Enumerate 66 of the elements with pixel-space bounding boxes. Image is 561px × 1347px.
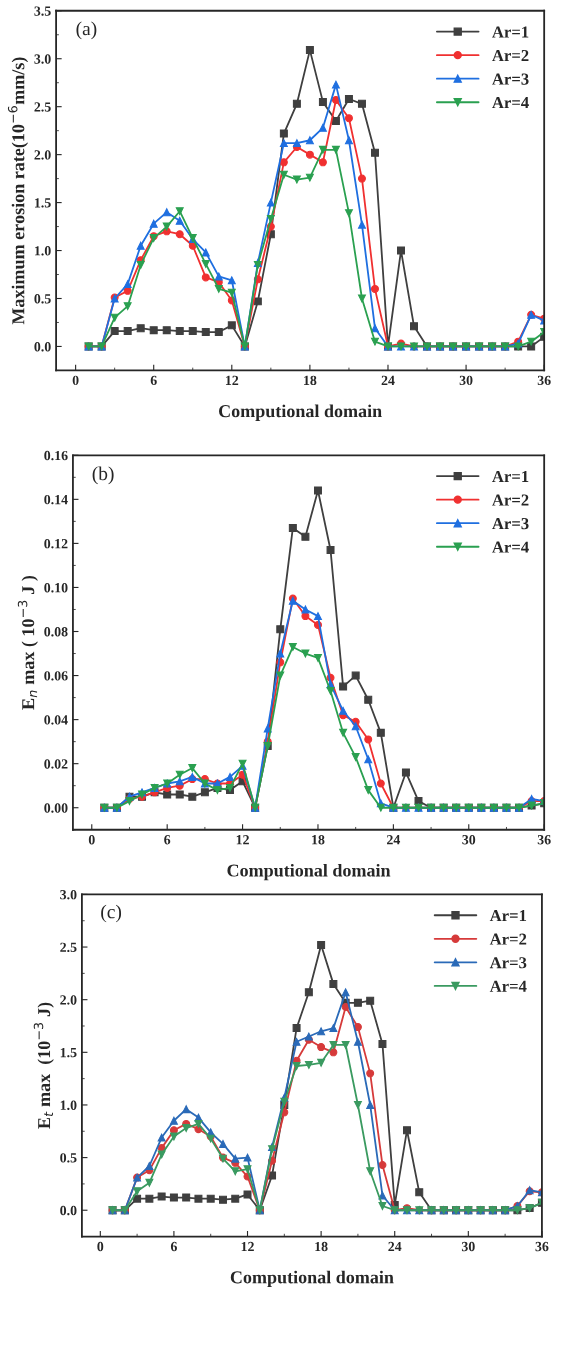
legend-label: Ar=4 — [489, 980, 527, 992]
y-tick-label: 1.5 — [60, 1047, 77, 1058]
x-tick-label: 6 — [164, 835, 171, 845]
x-tick-label: 18 — [304, 375, 317, 386]
y-tick-label: 0.14 — [44, 494, 68, 505]
y-tick-label: 0.12 — [44, 538, 68, 549]
legend-label: Ar=3 — [492, 518, 529, 530]
annotation: (a) — [76, 21, 97, 40]
y-tick-label: 0.5 — [34, 294, 51, 304]
y-tick-label: 0.06 — [44, 671, 68, 681]
x-tick-label: 24 — [381, 375, 395, 385]
y-axis-title: Maximum erosion rate(10$^{−6}$mm/s) — [7, 57, 29, 325]
y-tick-label: 2.5 — [60, 942, 77, 953]
x-tick-label: 36 — [535, 1241, 549, 1252]
x-tick-label: 18 — [315, 1241, 328, 1252]
y-tick-label: 0.04 — [44, 715, 68, 725]
y-tick-label: 1.5 — [34, 198, 51, 208]
y-tick-label: 0.0 — [60, 1205, 77, 1216]
x-axis-title: Computional domain — [230, 1270, 394, 1288]
legend-label: Ar=3 — [489, 957, 527, 969]
x-tick-label: 6 — [170, 1241, 177, 1252]
y-axis-title: E$_{t}$ max (10$^{−3}$ J) — [33, 1002, 54, 1129]
legend-label: Ar=3 — [492, 73, 529, 85]
x-axis-title: Computional domain — [219, 404, 382, 421]
x-tick-label: 0 — [88, 835, 95, 845]
legend-label: Ar=2 — [492, 49, 529, 61]
y-tick-label: 3.5 — [34, 6, 51, 16]
y-tick-label: 0.16 — [44, 450, 68, 461]
x-tick-label: 12 — [236, 835, 249, 845]
y-tick-label: 2.0 — [34, 150, 51, 160]
legend-label: Ar=1 — [489, 910, 527, 922]
x-tick-label: 36 — [537, 375, 551, 386]
legend-label: Ar=1 — [492, 470, 529, 482]
legend-label: Ar=4 — [492, 97, 529, 109]
annotation: (c) — [101, 904, 122, 923]
x-tick-label: 24 — [387, 835, 401, 845]
y-tick-label: 0.10 — [44, 583, 68, 593]
legend-label: Ar=2 — [489, 933, 527, 945]
y-tick-label: 1.0 — [34, 246, 51, 256]
annotation: (b) — [92, 466, 114, 485]
x-tick-label: 0 — [72, 375, 79, 386]
y-tick-label: 2.0 — [60, 995, 77, 1005]
x-tick-label: 0 — [97, 1241, 104, 1252]
y-tick-label: 1.0 — [60, 1100, 77, 1110]
x-tick-label: 30 — [461, 1241, 475, 1252]
legend-label: Ar=2 — [492, 494, 529, 506]
legend-label: Ar=1 — [492, 26, 529, 38]
y-tick-label: 3.0 — [60, 889, 77, 900]
y-tick-label: 2.5 — [34, 102, 51, 112]
y-tick-label: 0.02 — [44, 759, 68, 769]
y-axis-title: E$_{n}$ max ( 10$^{−3}$ J ) — [17, 575, 38, 710]
x-tick-label: 36 — [537, 835, 551, 845]
x-tick-label: 12 — [241, 1241, 254, 1252]
x-tick-label: 30 — [459, 375, 473, 386]
y-tick-label: 0.00 — [44, 803, 68, 813]
y-tick-label: 0.08 — [44, 627, 68, 637]
x-tick-label: 18 — [312, 835, 325, 845]
x-axis-title: Computional domain — [227, 863, 391, 881]
y-tick-label: 3.0 — [34, 54, 51, 64]
y-tick-label: 0.5 — [60, 1153, 77, 1163]
x-tick-label: 12 — [225, 375, 239, 385]
x-tick-label: 6 — [150, 375, 157, 386]
y-tick-label: 0.0 — [34, 342, 51, 352]
x-tick-label: 24 — [388, 1241, 402, 1252]
legend-label: Ar=4 — [492, 541, 529, 553]
x-tick-label: 30 — [462, 835, 476, 845]
